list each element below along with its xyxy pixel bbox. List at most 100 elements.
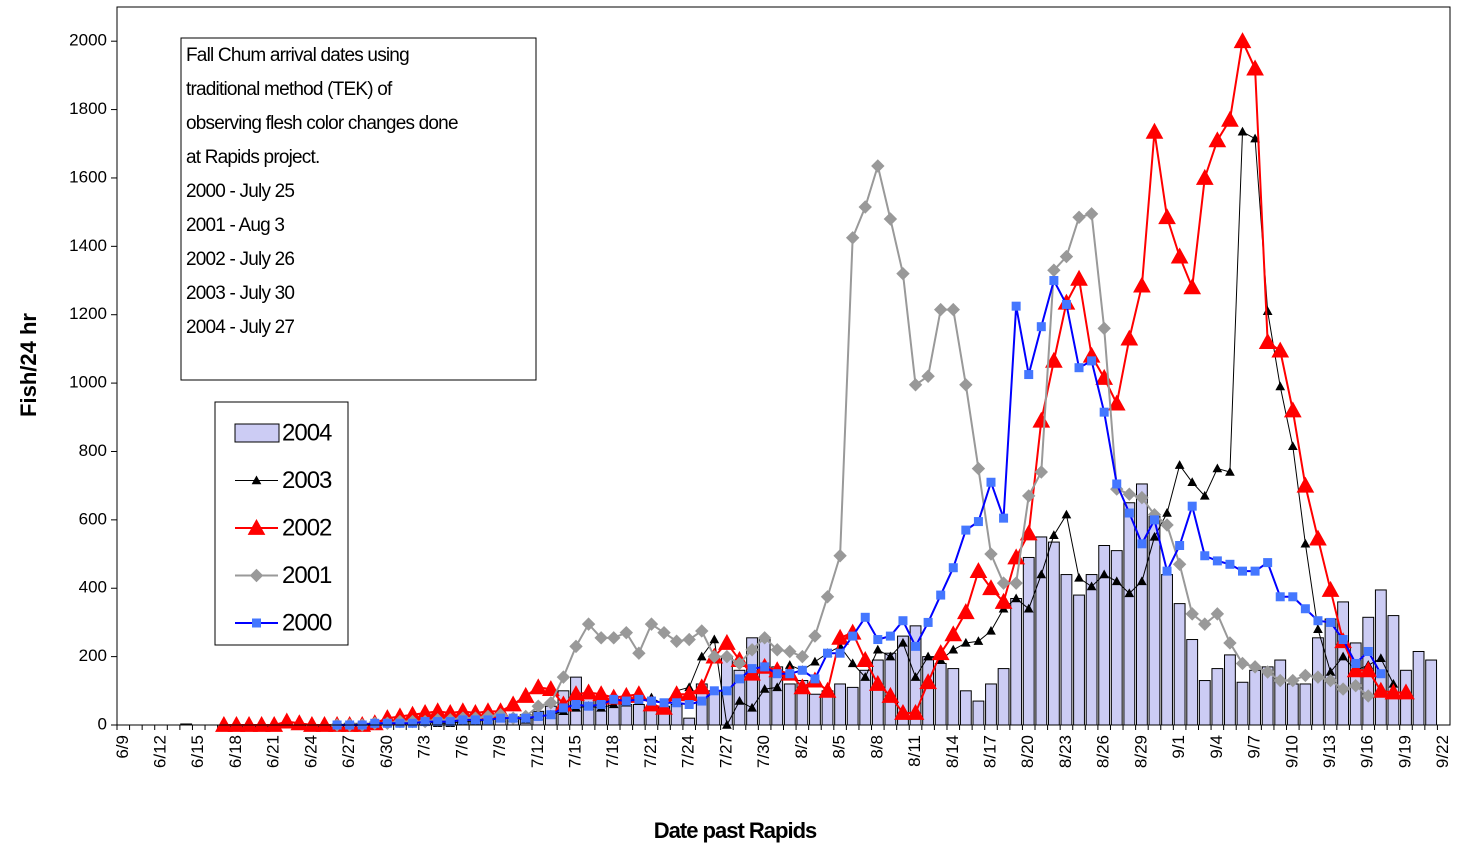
marker [1036, 322, 1046, 332]
annotation-line: Fall Chum arrival dates using [186, 45, 409, 66]
x-tick-label: 9/19 [1395, 735, 1414, 768]
marker [382, 718, 392, 728]
legend-label: 2004 [282, 419, 332, 446]
marker [1183, 278, 1202, 295]
x-tick-label: 8/20 [1018, 735, 1037, 768]
legend-swatch [234, 423, 280, 443]
x-tick-label: 7/21 [641, 735, 660, 768]
marker [646, 696, 656, 706]
x-tick-label: 8/23 [1056, 735, 1075, 768]
marker [634, 694, 644, 704]
marker [718, 633, 736, 650]
marker [1237, 126, 1248, 136]
marker [1199, 490, 1210, 500]
marker [1074, 572, 1084, 582]
marker [215, 715, 233, 732]
x-axis-title: Date past Rapids [654, 818, 817, 843]
marker [521, 713, 531, 723]
annotation-line: 2004 - July 27 [186, 317, 294, 338]
marker [810, 656, 820, 666]
annotation-line: traditional method (TEK) of [186, 79, 393, 100]
marker [1160, 518, 1174, 532]
marker [657, 625, 671, 640]
bar [1022, 556, 1035, 726]
marker [860, 672, 871, 681]
x-tick-label: 8/29 [1131, 735, 1150, 768]
legend-label: 2000 [282, 609, 332, 636]
marker [959, 378, 973, 392]
marker [747, 702, 757, 712]
annotation-line: 2003 - July 30 [186, 283, 294, 304]
marker [1208, 131, 1227, 148]
marker [621, 696, 631, 706]
marker [504, 695, 522, 712]
marker [969, 562, 988, 579]
marker [252, 715, 271, 732]
marker [581, 617, 596, 631]
x-tick-label: 7/6 [452, 735, 471, 759]
x-tick-label: 7/30 [754, 735, 773, 768]
x-tick-label: 8/26 [1094, 735, 1113, 768]
marker [1235, 656, 1250, 671]
bar [959, 690, 972, 726]
marker [772, 669, 782, 679]
marker [1185, 607, 1199, 621]
marker [542, 680, 560, 696]
marker [845, 231, 860, 245]
bar [1161, 574, 1173, 726]
marker [1286, 673, 1300, 688]
marker [696, 651, 707, 661]
marker [885, 651, 896, 661]
x-tick-label: 6/24 [301, 735, 320, 768]
marker [303, 715, 321, 732]
marker [1195, 168, 1214, 185]
annotation-line: 2000 - July 25 [186, 181, 294, 202]
marker [810, 674, 820, 684]
marker [1099, 569, 1110, 579]
marker [1263, 558, 1273, 568]
marker [1250, 133, 1260, 143]
marker [1133, 276, 1151, 293]
marker [1009, 576, 1023, 590]
x-tick-label: 9/16 [1358, 735, 1377, 768]
marker [1287, 441, 1298, 451]
bar [1047, 541, 1060, 726]
marker [609, 694, 619, 704]
marker [558, 703, 568, 713]
marker [1045, 351, 1063, 368]
marker [823, 648, 833, 658]
marker [1348, 678, 1363, 693]
y-tick-label: 1200 [69, 304, 107, 323]
marker [569, 639, 583, 654]
marker [1338, 635, 1348, 645]
marker [936, 590, 946, 600]
series-4 [332, 276, 1386, 730]
x-tick-label: 7/27 [716, 735, 735, 768]
legend-marker [252, 618, 261, 628]
marker [1371, 681, 1390, 698]
bar [985, 683, 997, 726]
marker [971, 461, 986, 476]
marker [1149, 515, 1159, 525]
bar [997, 668, 1010, 726]
marker [695, 624, 709, 638]
y-tick-label: 1600 [69, 167, 107, 186]
marker [659, 698, 669, 708]
y-tick-label: 1800 [69, 99, 107, 118]
marker [1309, 529, 1327, 546]
marker [1210, 607, 1225, 621]
marker [508, 713, 518, 723]
bar [1337, 601, 1350, 726]
marker [759, 684, 770, 693]
marker [458, 715, 468, 725]
marker [946, 302, 960, 317]
marker [1250, 566, 1260, 576]
marker [1376, 669, 1386, 679]
marker [496, 713, 506, 723]
legend-marker [247, 518, 266, 535]
marker [1298, 668, 1313, 683]
marker [1321, 580, 1340, 597]
x-tick-label: 9/4 [1207, 735, 1226, 759]
marker [470, 715, 480, 725]
